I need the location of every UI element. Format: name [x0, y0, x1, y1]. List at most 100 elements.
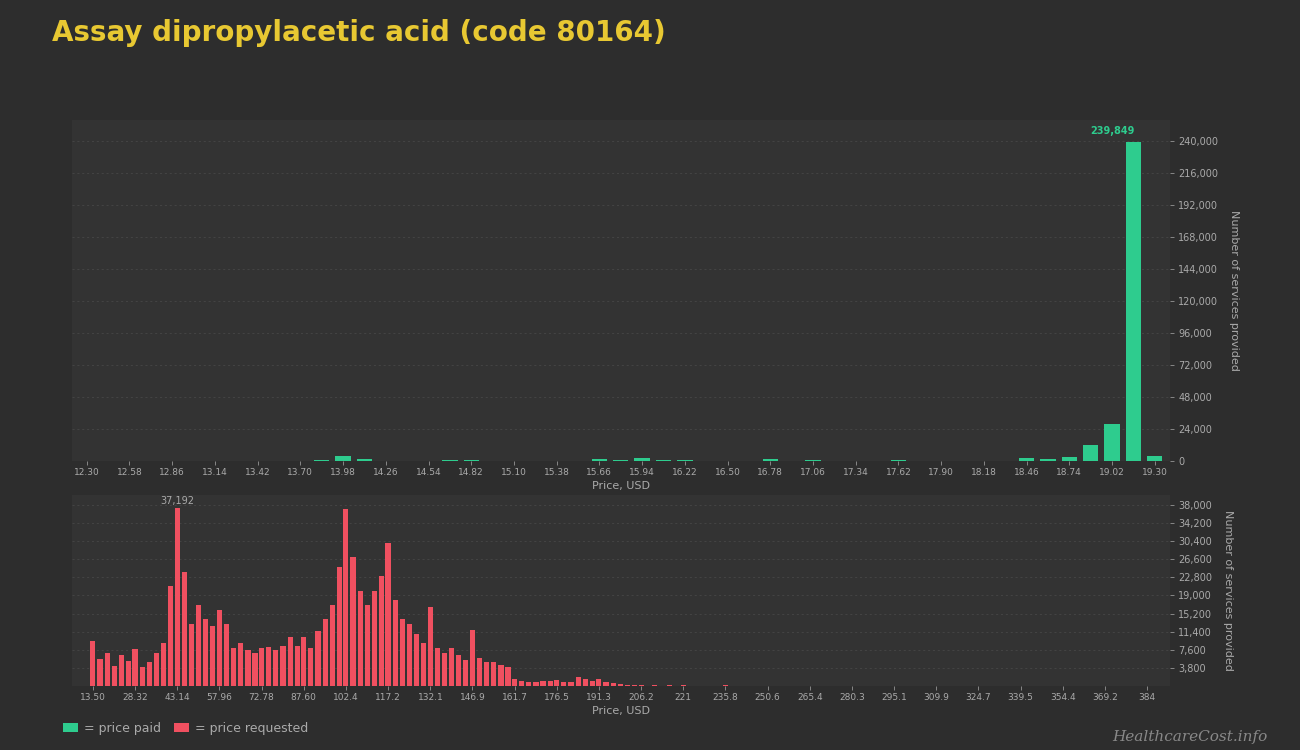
- Bar: [592, 460, 607, 461]
- Bar: [526, 682, 532, 686]
- Bar: [655, 460, 671, 461]
- Bar: [614, 460, 628, 461]
- Bar: [104, 652, 109, 686]
- Bar: [562, 682, 567, 686]
- Bar: [287, 638, 292, 686]
- Bar: [611, 683, 616, 686]
- Bar: [385, 543, 390, 686]
- Bar: [358, 591, 363, 686]
- Bar: [1083, 446, 1098, 461]
- Bar: [259, 648, 264, 686]
- Bar: [491, 662, 497, 686]
- Bar: [139, 668, 144, 686]
- Bar: [335, 456, 351, 461]
- Bar: [1040, 460, 1056, 461]
- Bar: [302, 638, 307, 686]
- Bar: [372, 591, 377, 686]
- Bar: [153, 652, 159, 686]
- Bar: [98, 658, 103, 686]
- Bar: [224, 624, 229, 686]
- Bar: [506, 668, 511, 686]
- Bar: [603, 682, 608, 686]
- Legend: = price paid, = price requested: = price paid, = price requested: [58, 717, 313, 740]
- Bar: [618, 684, 623, 686]
- Bar: [399, 620, 404, 686]
- Bar: [464, 460, 478, 461]
- Bar: [463, 660, 468, 686]
- Bar: [547, 680, 552, 686]
- Bar: [407, 624, 412, 686]
- Bar: [330, 605, 334, 686]
- Bar: [196, 605, 202, 686]
- Bar: [1147, 456, 1162, 461]
- Bar: [378, 576, 383, 686]
- Bar: [597, 679, 602, 686]
- Bar: [413, 634, 419, 686]
- Bar: [351, 557, 355, 686]
- Bar: [519, 682, 524, 686]
- Bar: [477, 658, 482, 686]
- Text: Assay dipropylacetic acid (code 80164): Assay dipropylacetic acid (code 80164): [52, 19, 666, 46]
- Bar: [1019, 458, 1035, 461]
- Bar: [442, 460, 458, 461]
- X-axis label: Price, USD: Price, USD: [592, 482, 650, 491]
- Bar: [322, 620, 328, 686]
- Bar: [582, 679, 588, 686]
- Bar: [316, 632, 321, 686]
- Bar: [174, 509, 179, 686]
- Bar: [554, 680, 559, 686]
- Bar: [1126, 142, 1141, 461]
- Bar: [266, 647, 272, 686]
- Bar: [315, 460, 329, 461]
- Y-axis label: Number of services provided: Number of services provided: [1223, 510, 1234, 671]
- Bar: [541, 682, 546, 686]
- Bar: [448, 648, 454, 686]
- Bar: [891, 460, 906, 461]
- Bar: [393, 600, 398, 686]
- Bar: [512, 679, 517, 686]
- Bar: [498, 664, 503, 686]
- Bar: [147, 662, 152, 686]
- Text: HealthcareCost.info: HealthcareCost.info: [1113, 730, 1268, 744]
- Bar: [118, 656, 124, 686]
- Bar: [568, 682, 573, 686]
- Bar: [273, 650, 278, 686]
- Bar: [805, 460, 820, 461]
- Bar: [168, 586, 173, 686]
- Bar: [421, 644, 426, 686]
- Bar: [763, 460, 777, 461]
- Bar: [428, 608, 433, 686]
- Bar: [677, 460, 693, 461]
- Bar: [590, 682, 595, 686]
- Bar: [203, 620, 208, 686]
- Bar: [436, 648, 439, 686]
- Bar: [112, 666, 117, 686]
- Bar: [356, 459, 372, 461]
- Bar: [281, 646, 286, 686]
- Bar: [308, 648, 313, 686]
- Bar: [343, 509, 348, 686]
- Bar: [182, 572, 187, 686]
- Bar: [469, 630, 474, 686]
- Bar: [126, 662, 131, 686]
- Bar: [1104, 424, 1119, 461]
- Bar: [484, 662, 489, 686]
- Bar: [238, 644, 243, 686]
- Bar: [246, 650, 251, 686]
- Bar: [295, 646, 300, 686]
- Bar: [625, 685, 630, 686]
- Bar: [533, 682, 538, 686]
- Bar: [211, 626, 216, 686]
- Bar: [456, 656, 461, 686]
- Bar: [337, 567, 342, 686]
- Bar: [161, 644, 166, 686]
- Bar: [231, 648, 237, 686]
- Bar: [133, 649, 138, 686]
- Bar: [634, 458, 650, 461]
- Bar: [576, 676, 581, 686]
- Text: 239,849: 239,849: [1089, 126, 1134, 136]
- X-axis label: Price, USD: Price, USD: [592, 706, 650, 716]
- Bar: [188, 624, 194, 686]
- Bar: [364, 605, 369, 686]
- Bar: [442, 652, 447, 686]
